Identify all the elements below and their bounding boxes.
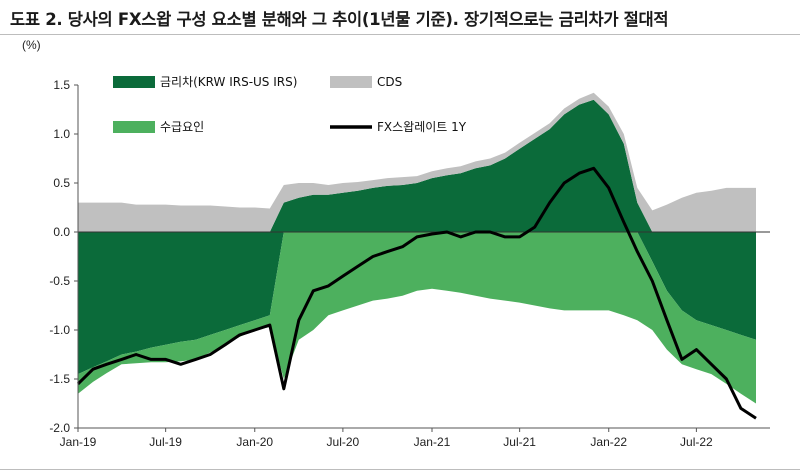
- x-tick-label: Jul-22: [680, 435, 713, 449]
- x-tick-label: Jul-19: [149, 435, 182, 449]
- x-tick-label: Jul-20: [327, 435, 360, 449]
- x-tick-label: Jan-19: [60, 435, 97, 449]
- title-divider: [0, 34, 800, 35]
- x-tick-label: Jan-22: [590, 435, 627, 449]
- x-tick-label: Jan-20: [236, 435, 273, 449]
- bottom-divider: [0, 469, 800, 470]
- legend: 금리차(KRW IRS-US IRS) CDS 수급요인 FX스왑레이트 1Y: [113, 75, 467, 134]
- y-unit-label: (%): [22, 38, 41, 52]
- area-series-1: [78, 92, 756, 232]
- legend-swatch-0: [113, 76, 155, 88]
- y-tick-label: 0.5: [53, 176, 70, 190]
- legend-label-0: 금리차(KRW IRS-US IRS): [160, 75, 297, 89]
- y-tick-label: 1.0: [53, 127, 70, 141]
- legend-label-2: 수급요인: [160, 120, 204, 134]
- legend-swatch-1: [330, 76, 372, 88]
- area-series-2: [78, 232, 756, 404]
- x-tick-label: Jul-21: [503, 435, 536, 449]
- chart-title: 도표 2. 당사의 FX스왑 구성 요소별 분해와 그 추이(1년물 기준). …: [10, 10, 669, 29]
- x-tick-label: Jan-21: [414, 435, 451, 449]
- y-tick-label: -1.0: [49, 323, 70, 337]
- y-tick-label: -0.5: [49, 274, 70, 288]
- y-tick-label: 0.0: [53, 225, 70, 239]
- y-tick-label: -2.0: [49, 421, 70, 435]
- line-series-fx-swap: [76, 166, 757, 420]
- area-series-0: [78, 99, 756, 375]
- y-tick-label: 1.5: [53, 78, 70, 92]
- legend-swatch-2: [113, 121, 155, 133]
- legend-label-1: CDS: [377, 75, 402, 89]
- y-tick-label: -1.5: [49, 372, 70, 386]
- line-layer: [76, 166, 757, 420]
- area-layer: [78, 92, 756, 404]
- legend-label-3: FX스왑레이트 1Y: [377, 120, 467, 134]
